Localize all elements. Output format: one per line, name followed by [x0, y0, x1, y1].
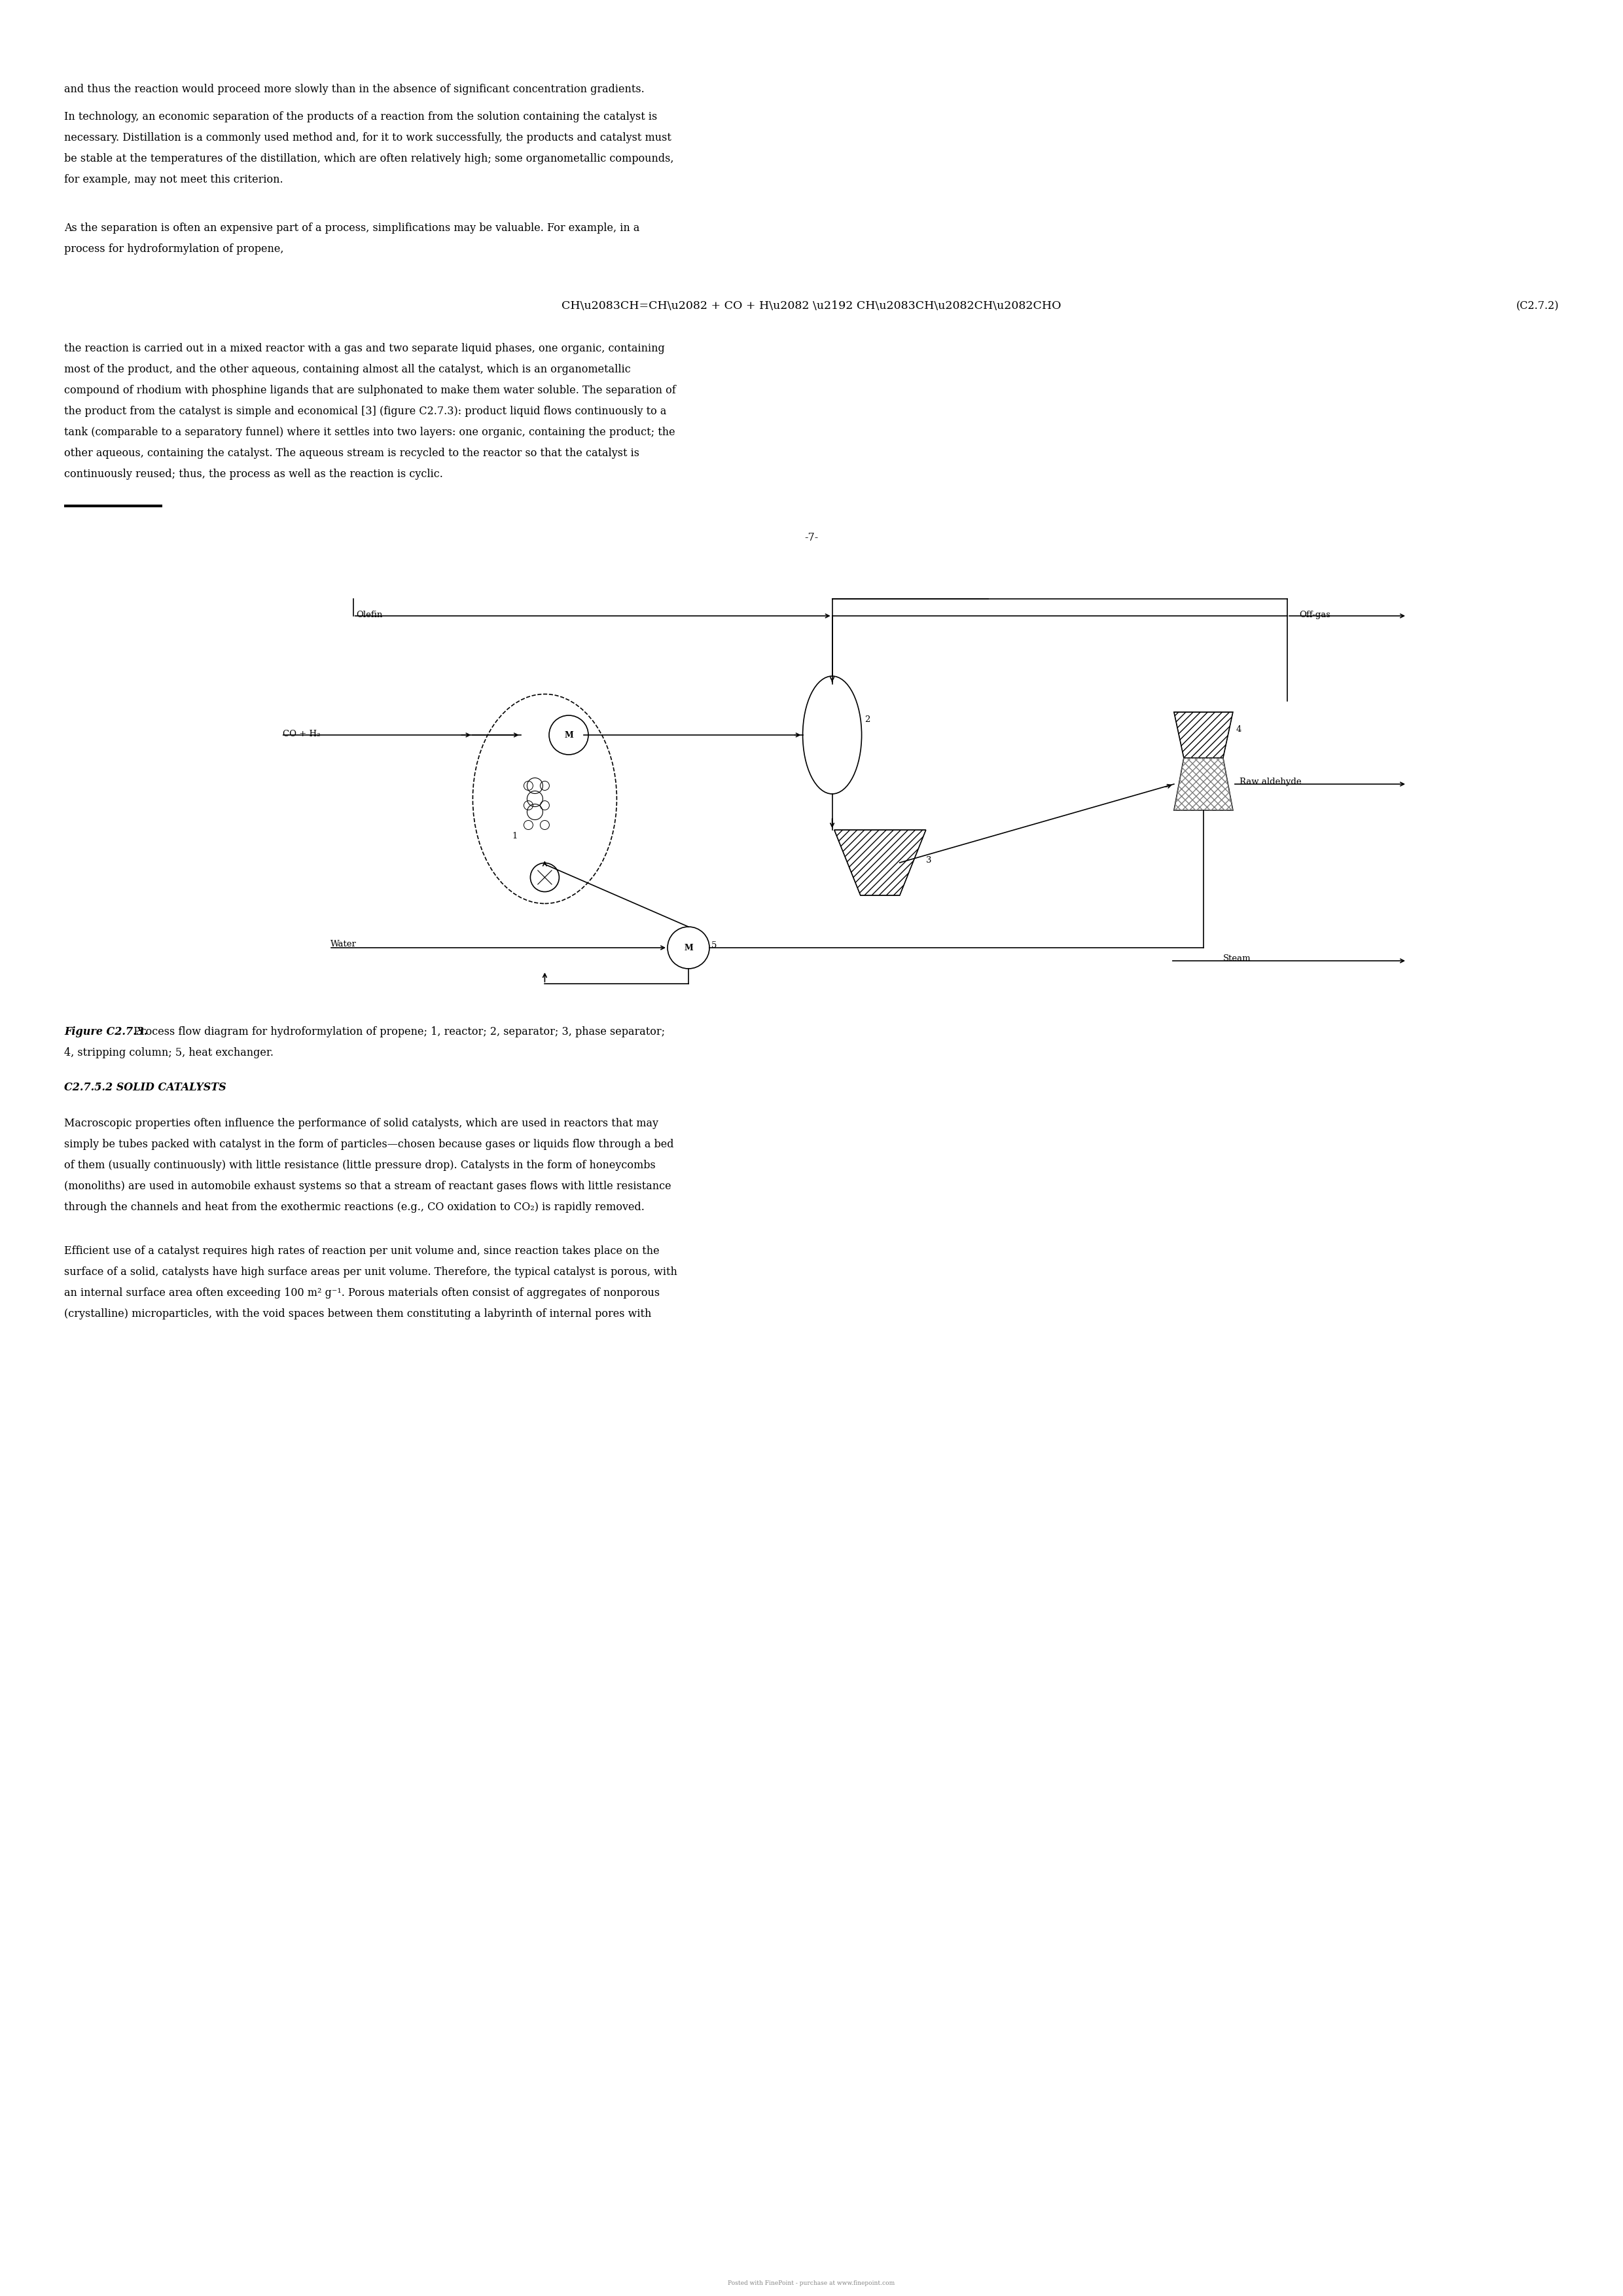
Text: through the channels and heat from the exothermic reactions (e.g., CO oxidation : through the channels and heat from the e… — [65, 1201, 644, 1212]
Text: In technology, an economic separation of the products of a reaction from the sol: In technology, an economic separation of… — [65, 110, 657, 122]
Text: of them (usually continuously) with little resistance (little pressure drop). Ca: of them (usually continuously) with litt… — [65, 1159, 656, 1171]
Text: CO + H₂: CO + H₂ — [282, 730, 320, 739]
Text: most of the product, and the other aqueous, containing almost all the catalyst, : most of the product, and the other aqueo… — [65, 363, 631, 374]
Text: 4: 4 — [1237, 726, 1242, 735]
Text: tank (comparable to a separatory funnel) where it settles into two layers: one o: tank (comparable to a separatory funnel)… — [65, 427, 675, 439]
Text: other aqueous, containing the catalyst. The aqueous stream is recycled to the re: other aqueous, containing the catalyst. … — [65, 448, 639, 459]
Text: for example, may not meet this criterion.: for example, may not meet this criterion… — [65, 174, 282, 186]
Text: 1: 1 — [511, 831, 518, 840]
Text: As the separation is often an expensive part of a process, simplifications may b: As the separation is often an expensive … — [65, 223, 639, 234]
Text: be stable at the temperatures of the distillation, which are often relatively hi: be stable at the temperatures of the dis… — [65, 154, 674, 165]
Text: M: M — [683, 944, 693, 953]
Text: Process flow diagram for hydroformylation of propene; 1, reactor; 2, separator; : Process flow diagram for hydroformylatio… — [130, 1026, 665, 1038]
Text: Olefin: Olefin — [357, 611, 383, 620]
Text: 4, stripping column; 5, heat exchanger.: 4, stripping column; 5, heat exchanger. — [65, 1047, 274, 1058]
Text: (monoliths) are used in automobile exhaust systems so that a stream of reactant : (monoliths) are used in automobile exhau… — [65, 1180, 672, 1192]
Text: (C2.7.2): (C2.7.2) — [1516, 301, 1558, 312]
Text: 5: 5 — [711, 941, 717, 951]
Text: C2.7.5.2 SOLID CATALYSTS: C2.7.5.2 SOLID CATALYSTS — [65, 1081, 226, 1093]
Text: 2: 2 — [865, 716, 870, 723]
Text: Efficient use of a catalyst requires high rates of reaction per unit volume and,: Efficient use of a catalyst requires hig… — [65, 1244, 659, 1256]
Text: CH\u2083CH=CH\u2082 + CO + H\u2082 \u2192 CH\u2083CH\u2082CH\u2082CHO: CH\u2083CH=CH\u2082 + CO + H\u2082 \u219… — [562, 301, 1061, 312]
Text: the reaction is carried out in a mixed reactor with a gas and two separate liqui: the reaction is carried out in a mixed r… — [65, 342, 665, 354]
Text: necessary. Distillation is a commonly used method and, for it to work successful: necessary. Distillation is a commonly us… — [65, 133, 672, 142]
Text: Posted with FinePoint - purchase at www.finepoint.com: Posted with FinePoint - purchase at www.… — [729, 2280, 894, 2287]
Text: compound of rhodium with phosphine ligands that are sulphonated to make them wat: compound of rhodium with phosphine ligan… — [65, 386, 675, 395]
Text: Off-gas: Off-gas — [1300, 611, 1331, 620]
Text: surface of a solid, catalysts have high surface areas per unit volume. Therefore: surface of a solid, catalysts have high … — [65, 1267, 677, 1277]
Text: Raw aldehyde: Raw aldehyde — [1240, 778, 1302, 785]
Text: simply be tubes packed with catalyst in the form of particles—chosen because gas: simply be tubes packed with catalyst in … — [65, 1139, 674, 1150]
Text: (crystalline) microparticles, with the void spaces between them constituting a l: (crystalline) microparticles, with the v… — [65, 1309, 651, 1320]
Text: Steam: Steam — [1224, 955, 1251, 962]
Text: Figure C2.7.3.: Figure C2.7.3. — [65, 1026, 148, 1038]
Text: an internal surface area often exceeding 100 m² g⁻¹. Porous materials often cons: an internal surface area often exceeding… — [65, 1288, 661, 1300]
Text: continuously reused; thus, the process as well as the reaction is cyclic.: continuously reused; thus, the process a… — [65, 468, 443, 480]
Text: process for hydroformylation of propene,: process for hydroformylation of propene, — [65, 243, 284, 255]
Text: Water: Water — [331, 939, 357, 948]
Text: M: M — [565, 730, 573, 739]
Text: -7-: -7- — [805, 533, 818, 544]
Text: and thus the reaction would proceed more slowly than in the absence of significa: and thus the reaction would proceed more… — [65, 83, 644, 94]
Text: 3: 3 — [925, 856, 932, 866]
Text: Macroscopic properties often influence the performance of solid catalysts, which: Macroscopic properties often influence t… — [65, 1118, 659, 1130]
Text: the product from the catalyst is simple and economical [3] (figure C2.7.3): prod: the product from the catalyst is simple … — [65, 406, 667, 418]
